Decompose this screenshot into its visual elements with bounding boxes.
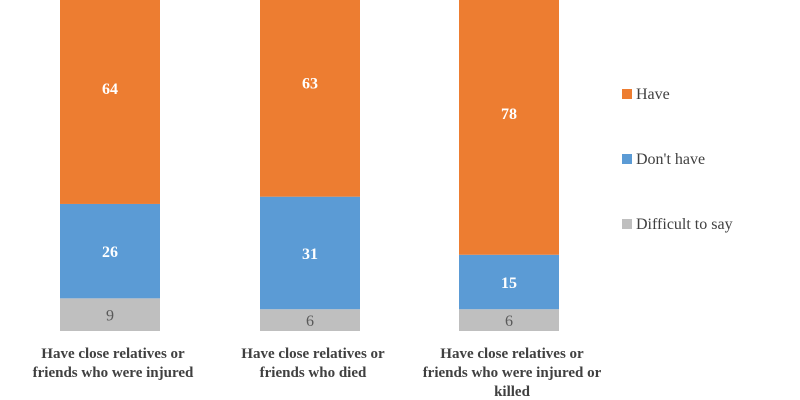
data-label: 64 [102, 81, 118, 98]
category-label: friends who died [260, 365, 367, 381]
category-labels: Have close relatives or friends who were … [33, 346, 602, 400]
data-label: 9 [106, 308, 114, 325]
data-label: 26 [102, 244, 118, 261]
legend-label: Difficult to say [636, 216, 733, 233]
data-label: 6 [505, 313, 513, 330]
category-label: friends who were injured [33, 365, 194, 381]
data-label: 78 [501, 106, 517, 123]
data-label: 15 [501, 275, 517, 292]
category-label: friends who were injured or [423, 365, 602, 381]
category-label: killed [494, 384, 531, 400]
bar-segment [60, 298, 160, 331]
bar-segment [260, 196, 360, 310]
legend-label: Don't have [636, 151, 705, 168]
bar-segment [459, 254, 559, 310]
data-label: 63 [302, 75, 318, 92]
legend-swatch [622, 154, 632, 164]
data-label: 6 [306, 313, 314, 330]
legend-swatch [622, 89, 632, 99]
legend-swatch [622, 219, 632, 229]
bar-segment [260, 309, 360, 331]
data-label: 31 [302, 246, 318, 263]
bar-segment [459, 309, 559, 331]
category-label: Have close relatives or [440, 346, 584, 362]
category-label: Have close relatives or [241, 346, 385, 362]
legend-label: Have [636, 86, 670, 103]
bars-group: 9 26 64 6 31 63 6 15 78 [60, 0, 559, 331]
category-label: Have close relatives or [41, 346, 185, 362]
bar-segment [60, 203, 160, 299]
bar-segment [60, 0, 160, 204]
bar-segment [260, 0, 360, 197]
bar-segment [459, 0, 559, 255]
legend: Have Don't have Difficult to say [622, 86, 733, 233]
